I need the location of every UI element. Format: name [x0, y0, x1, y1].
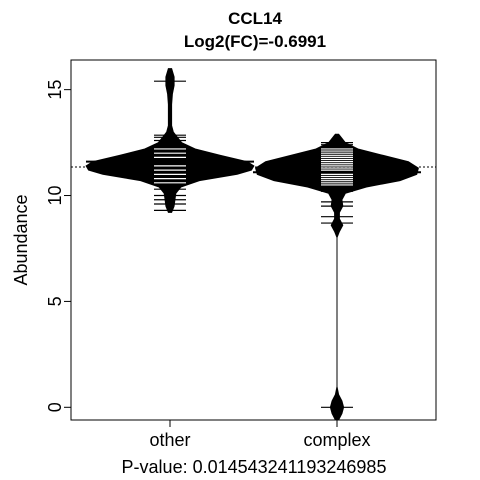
y-tick-label: 15: [45, 80, 65, 100]
plot-frame: [70, 59, 437, 421]
plot-area: [71, 68, 436, 421]
bean-other: [85, 68, 255, 213]
y-axis-label: Abundance: [11, 194, 31, 285]
chart-title-line1: CCL14: [228, 9, 282, 28]
y-axis: 0 5 10 15: [45, 80, 71, 412]
y-tick-label: 5: [45, 296, 65, 306]
y-tick-label: 0: [45, 402, 65, 412]
x-axis: other complex: [149, 420, 371, 450]
y-tick-label: 10: [45, 186, 65, 206]
x-tick-label: other: [149, 430, 190, 450]
x-axis-label: P-value: 0.014543241193246985: [122, 457, 387, 477]
x-tick-label: complex: [303, 430, 370, 450]
chart-title-line2: Log2(FC)=-0.6991: [184, 32, 326, 51]
bean-complex: [253, 133, 421, 421]
